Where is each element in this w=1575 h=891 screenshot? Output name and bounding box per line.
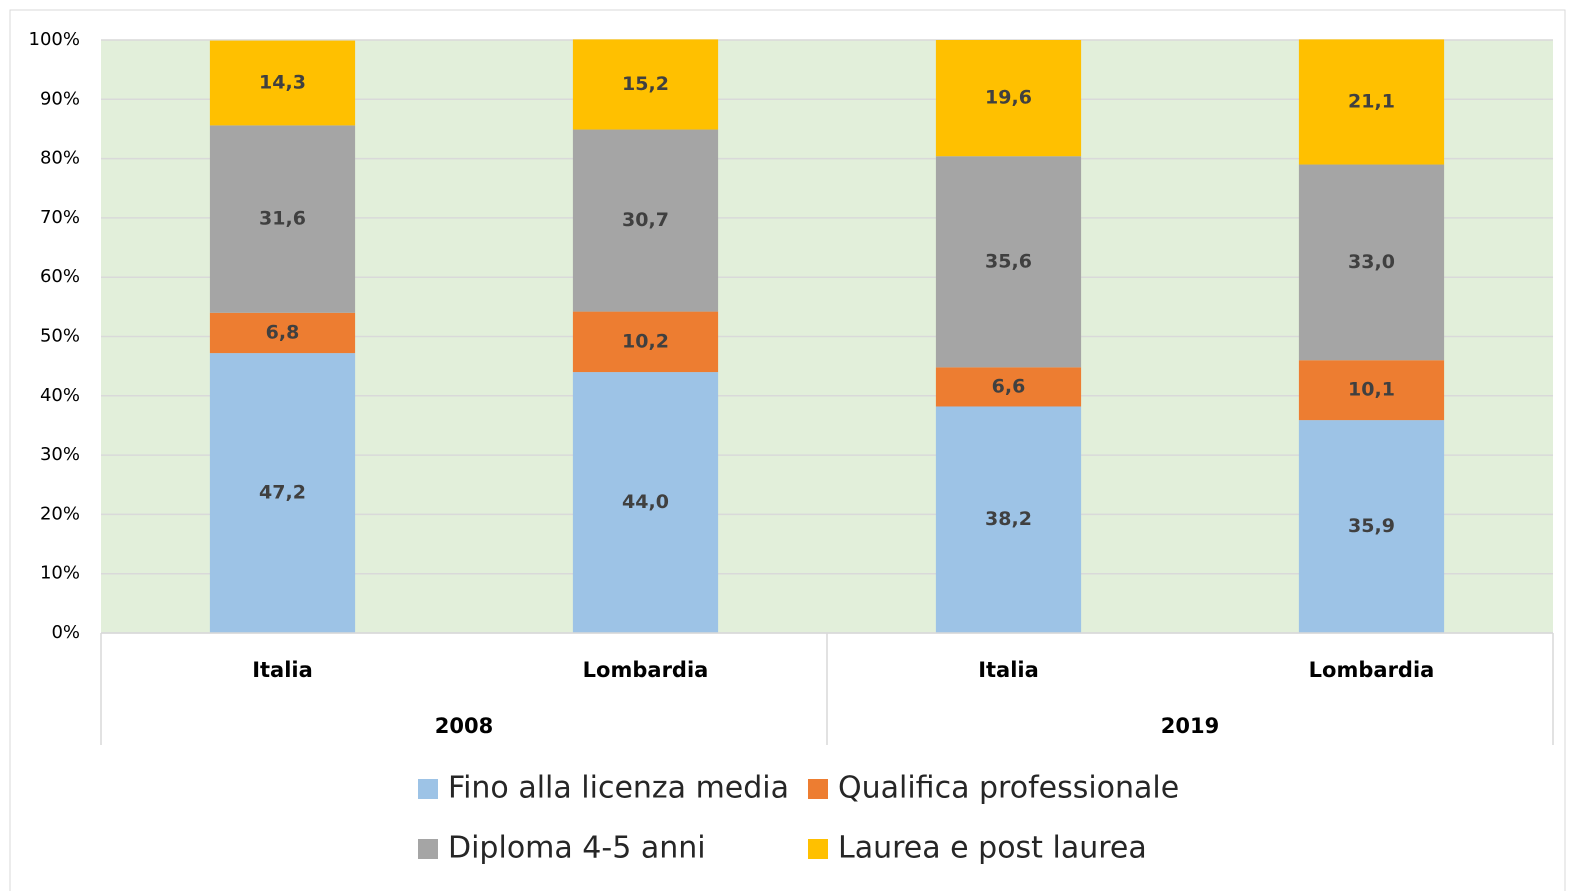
legend-label: Qualifica professionale [838,771,1179,806]
legend-swatch [808,839,828,859]
data-label: 10,1 [1348,379,1395,401]
y-tick-label: 60% [40,266,80,287]
bar-segment [1298,39,1445,165]
data-label: 10,2 [622,330,669,352]
bar-segment [1298,420,1445,633]
bar-segment [572,372,719,633]
data-label: 38,2 [985,508,1032,530]
bar-segment [209,353,356,633]
legend-swatch [418,779,438,799]
y-tick-label: 70% [40,207,80,228]
bar-segment [935,40,1082,157]
bar-segment [209,125,356,313]
bar-segment [935,367,1082,407]
bar-segment [935,156,1082,368]
legend-label: Diploma 4-5 anni [448,831,706,866]
bar-segment [209,312,356,354]
data-label: 35,9 [1348,515,1395,537]
data-label: 14,3 [259,71,306,93]
x-tick-label: Italia [252,658,313,682]
bar-segment [572,311,719,373]
y-tick-label: 10% [40,563,80,584]
bar-segment [1298,164,1445,361]
y-tick-label: 30% [40,444,80,465]
bar-segment [1298,360,1445,421]
legend-label: Laurea e post laurea [838,831,1147,866]
data-label: 31,6 [259,208,306,230]
legend-swatch [808,779,828,799]
y-tick-label: 80% [40,148,80,169]
y-tick-label: 90% [40,88,80,109]
y-tick-label: 0% [51,622,80,643]
bar-segment [572,39,719,130]
data-label: 21,1 [1348,90,1395,112]
group-label: 2008 [435,714,493,738]
bar-segment [572,129,719,312]
x-tick-label: Lombardia [1309,658,1435,682]
data-label: 6,6 [992,375,1026,397]
data-label: 19,6 [985,87,1032,109]
bar-segment [209,40,356,126]
x-tick-label: Lombardia [583,658,709,682]
bar-segment [935,406,1082,633]
legend-swatch [418,839,438,859]
y-tick-label: 50% [40,326,80,347]
data-label: 47,2 [259,482,306,504]
legend-label: Fino alla licenza media [448,771,789,806]
data-label: 33,0 [1348,251,1395,273]
data-label: 30,7 [622,209,669,231]
data-label: 44,0 [622,491,669,513]
data-label: 6,8 [266,321,300,343]
data-label: 35,6 [985,250,1032,272]
y-tick-label: 40% [40,385,80,406]
data-label: 15,2 [622,73,669,95]
y-tick-label: 20% [40,503,80,524]
y-tick-label: 100% [29,29,80,50]
group-label: 2019 [1161,714,1219,738]
x-tick-label: Italia [978,658,1039,682]
